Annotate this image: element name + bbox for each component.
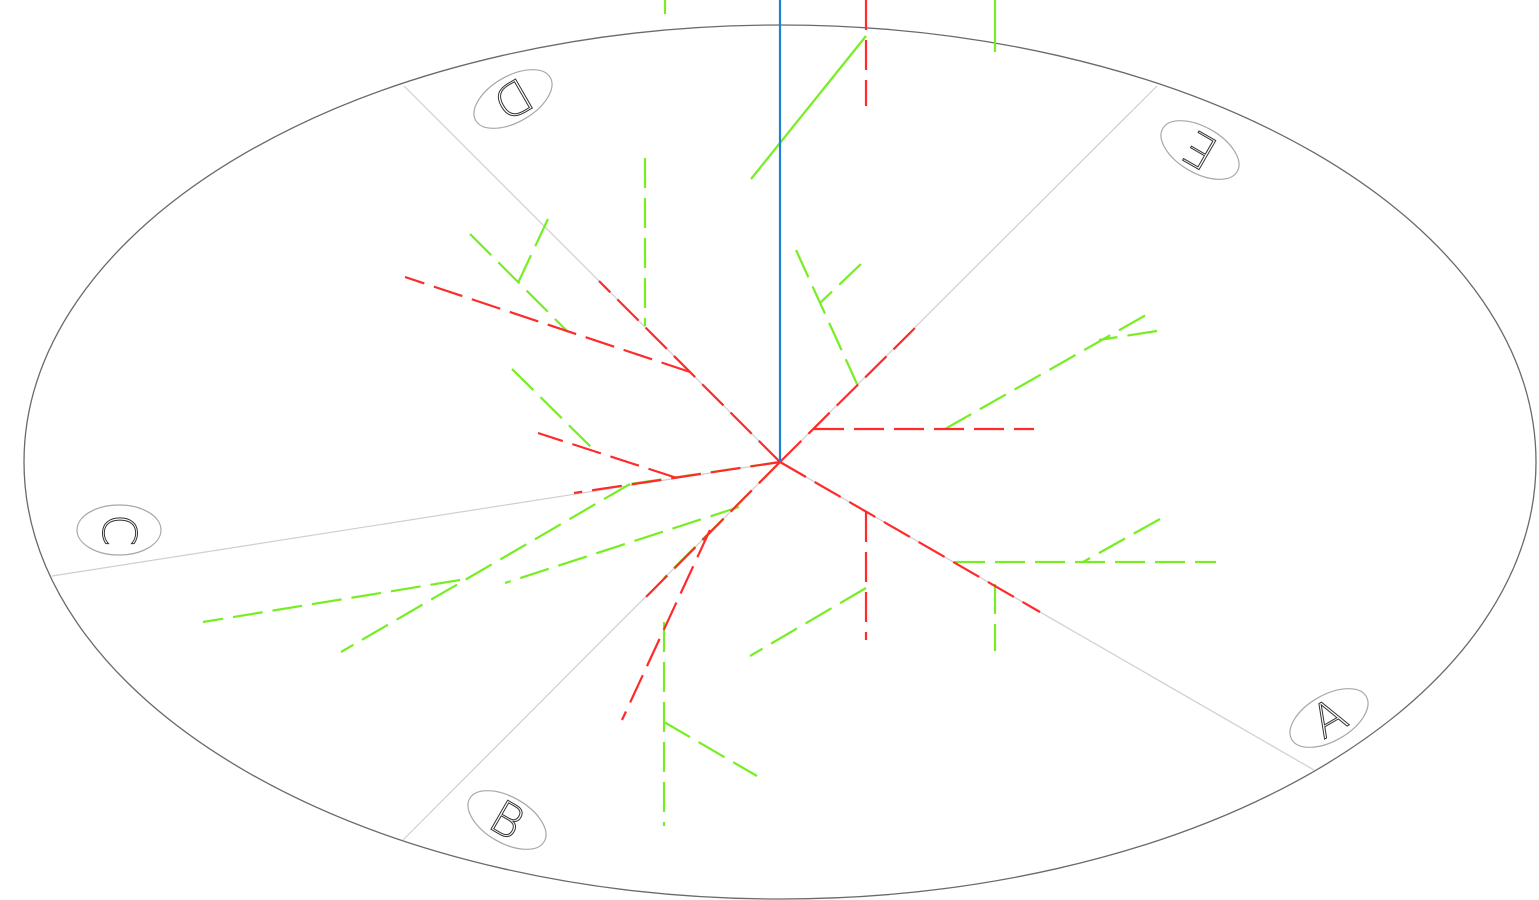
divider-b-c — [51, 461, 781, 577]
green-branch[interactable] — [1098, 329, 1158, 342]
section-label-a[interactable]: A — [1278, 673, 1379, 763]
label-badge — [1289, 688, 1369, 748]
green-branch[interactable] — [517, 218, 549, 284]
label-badge — [76, 504, 162, 556]
section-label-e[interactable]: E — [1149, 105, 1250, 195]
section-label-text: B — [480, 789, 533, 851]
section-label-text: C — [92, 514, 146, 546]
green-branch[interactable] — [819, 263, 862, 304]
green-branch[interactable] — [1082, 518, 1161, 563]
red-branch[interactable] — [644, 461, 781, 599]
divider-d-e — [779, 85, 1158, 463]
section-label-d[interactable]: D — [462, 54, 563, 144]
section-label-b[interactable]: B — [456, 775, 557, 865]
red-branch[interactable] — [621, 529, 711, 721]
green-branch[interactable] — [511, 368, 597, 453]
label-badge — [467, 790, 547, 850]
green-branch[interactable] — [749, 587, 867, 657]
divider-c-d — [403, 85, 781, 463]
green-branch[interactable] — [944, 310, 1154, 430]
section-label-c[interactable]: C — [76, 504, 162, 556]
secondary-branches — [202, 0, 1216, 826]
green-branch[interactable] — [750, 35, 867, 180]
green-branch[interactable] — [340, 483, 631, 653]
section-label-text: A — [1302, 687, 1356, 749]
green-branch[interactable] — [794, 249, 859, 385]
primary-branches — [404, 0, 1041, 721]
red-branch[interactable] — [779, 327, 916, 463]
green-branch[interactable] — [469, 233, 569, 333]
red-branch[interactable] — [779, 461, 1041, 613]
red-branch[interactable] — [537, 431, 678, 480]
label-badge — [473, 69, 553, 129]
section-dividers — [51, 85, 1315, 841]
section-labels: A B C D E — [76, 54, 1379, 865]
green-branch[interactable] — [202, 578, 461, 624]
label-badge — [1160, 120, 1240, 180]
section-label-text: D — [484, 67, 542, 131]
red-branch[interactable] — [404, 275, 691, 374]
green-branch[interactable] — [663, 721, 758, 777]
section-label-text: E — [1174, 119, 1226, 180]
green-branch[interactable] — [504, 505, 740, 585]
